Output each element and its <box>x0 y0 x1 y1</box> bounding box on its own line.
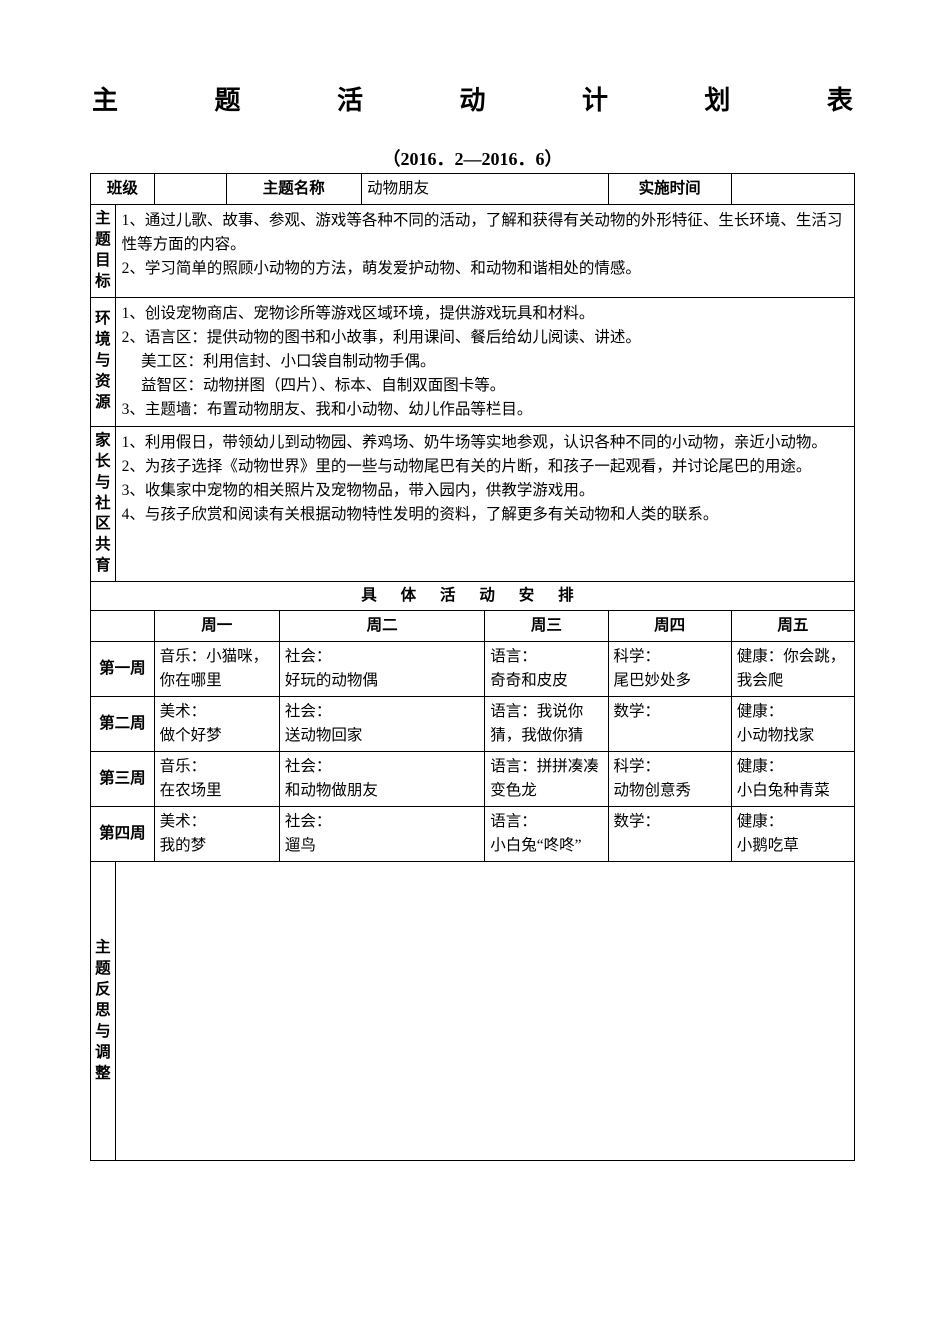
goals-label: 主题目标 <box>91 205 116 298</box>
reflect-label: 主题反思与调整 <box>91 862 116 1161</box>
home-text: 1、利用假日，带领幼儿到动物园、养鸡场、奶牛场等实地参观，认识各种不同的小动物，… <box>115 426 854 581</box>
cell: 美术：做个好梦 <box>154 697 279 752</box>
topic-label: 主题名称 <box>226 174 362 205</box>
cell: 健康：小鹅吃草 <box>731 807 854 862</box>
title-char: 主 <box>92 80 118 117</box>
goals-text: 1、通过儿歌、故事、参观、游戏等各种不同的活动，了解和获得有关动物的外形特征、生… <box>115 205 854 298</box>
class-label: 班级 <box>91 174 155 205</box>
home-label: 家长与社区共育 <box>91 426 116 581</box>
day-head: 周二 <box>279 611 484 642</box>
cell: 音乐：在农场里 <box>154 752 279 807</box>
day-head: 周五 <box>731 611 854 642</box>
time-value <box>731 174 854 205</box>
cell: 社会：和动物做朋友 <box>279 752 484 807</box>
env-label: 环境与资源 <box>91 297 116 426</box>
title-char: 题 <box>214 80 240 117</box>
day-head: 周三 <box>485 611 608 642</box>
time-label: 实施时间 <box>608 174 731 205</box>
title-char: 活 <box>337 80 363 117</box>
cell: 语言：拼拼凑凑变色龙 <box>485 752 608 807</box>
week-label: 第二周 <box>91 697 155 752</box>
day-head: 周四 <box>608 611 731 642</box>
date-range: （2016．2—2016．6） <box>90 145 855 171</box>
reflect-area <box>115 862 854 1161</box>
cell: 语言：小白兔“咚咚” <box>485 807 608 862</box>
class-value <box>154 174 226 205</box>
cell: 科学：动物创意秀 <box>608 752 731 807</box>
day-head: 周一 <box>154 611 279 642</box>
title-char: 动 <box>459 80 485 117</box>
blank-corner <box>91 611 155 642</box>
cell: 数学： <box>608 807 731 862</box>
title-char: 划 <box>704 80 730 117</box>
cell: 数学： <box>608 697 731 752</box>
cell: 语言：我说你猜，我做你猜 <box>485 697 608 752</box>
cell: 音乐：小猫咪，你在哪里 <box>154 642 279 697</box>
cell: 健康：小白兔种青菜 <box>731 752 854 807</box>
cell: 社会：遛鸟 <box>279 807 484 862</box>
cell: 社会：好玩的动物偶 <box>279 642 484 697</box>
cell: 美术：我的梦 <box>154 807 279 862</box>
cell: 健康：你会跳，我会爬 <box>731 642 854 697</box>
week-label: 第四周 <box>91 807 155 862</box>
cell: 科学：尾巴妙处多 <box>608 642 731 697</box>
title-char: 表 <box>827 80 853 117</box>
plan-table: 班级 主题名称 动物朋友 实施时间 主题目标 1、通过儿歌、故事、参观、游戏等各… <box>90 173 855 1161</box>
week-label: 第三周 <box>91 752 155 807</box>
cell: 社会：送动物回家 <box>279 697 484 752</box>
cell: 健康：小动物找家 <box>731 697 854 752</box>
cell: 语言：奇奇和皮皮 <box>485 642 608 697</box>
env-text: 1、创设宠物商店、宠物诊所等游戏区域环境，提供游戏玩具和材料。2、语言区：提供动… <box>115 297 854 426</box>
page-title: 主 题 活 动 计 划 表 <box>90 80 855 117</box>
title-char: 计 <box>582 80 608 117</box>
schedule-title: 具 体 活 动 安 排 <box>91 582 855 611</box>
week-label: 第一周 <box>91 642 155 697</box>
topic-value: 动物朋友 <box>362 174 608 205</box>
